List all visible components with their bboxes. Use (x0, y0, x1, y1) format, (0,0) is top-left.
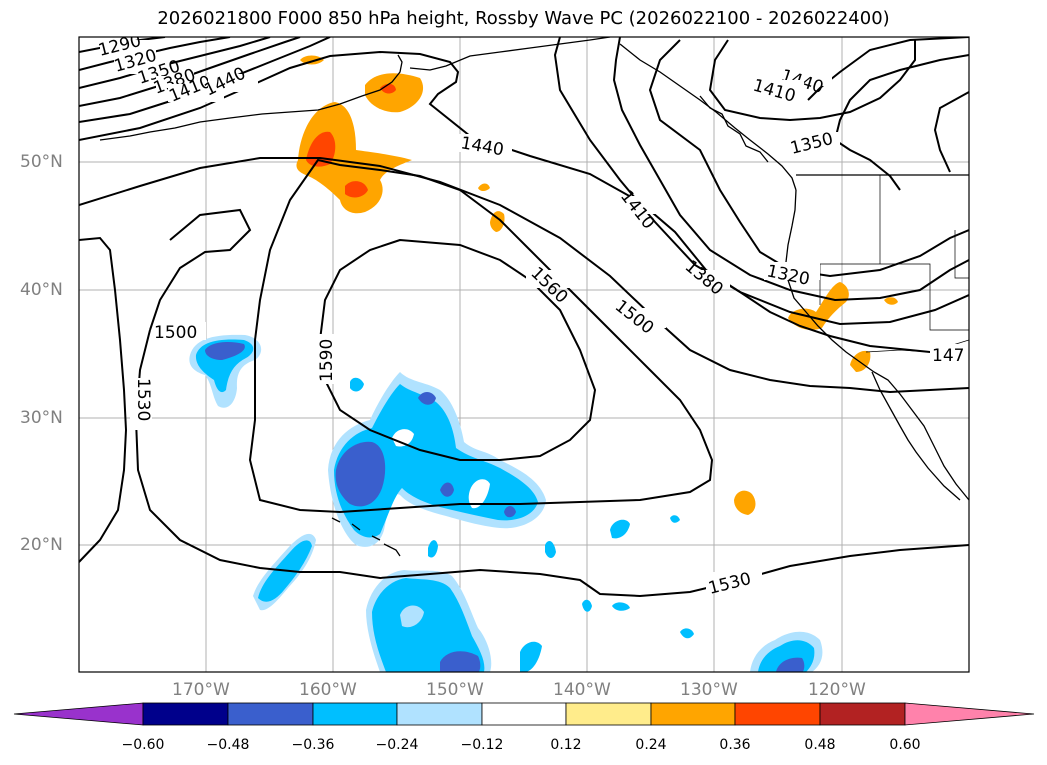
coast-baja (871, 371, 961, 501)
anomaly-neg-central-core4 (504, 506, 516, 518)
anomaly-pos-california (788, 282, 849, 330)
anomaly-pos-alaska (365, 73, 424, 113)
contour-label: 1530 (133, 378, 153, 421)
coast-alaska-south (409, 37, 611, 71)
lon-label: 120°W (808, 680, 866, 700)
contour-label-layer: 1290 1320 1350 1380 1410 1440 1440 1410 … (96, 37, 969, 599)
anomaly-neg-small-2 (612, 602, 630, 611)
anomaly-neg-central-hole2 (392, 429, 414, 447)
colorbar-segment (396, 702, 483, 726)
anomaly-neg-small-3 (582, 599, 592, 612)
anomaly-neg-small-7 (670, 515, 680, 523)
lon-label: 160°W (299, 680, 357, 700)
map-title: 2026021800 F000 850 hPa height, Rossby W… (157, 8, 890, 29)
colorbar-tick-label: −0.48 (206, 737, 250, 753)
colorbar-segment (142, 702, 229, 726)
contour-label: 1500 (154, 323, 197, 343)
anomaly-neg-central-hole (468, 479, 490, 509)
coastlines (99, 37, 969, 557)
anomaly-neg-central-mid (334, 384, 538, 538)
anomaly-neg-small-5 (545, 540, 556, 558)
contour-label: 1590 (317, 339, 337, 382)
contour-label: 1500 (611, 296, 657, 338)
map-frame (78, 36, 970, 673)
anomaly-neg-small-8 (520, 641, 542, 672)
lon-label: 140°W (553, 680, 611, 700)
anomaly-neg-se-core (776, 657, 805, 672)
colorbar-extend-max (904, 702, 1035, 726)
lon-label: 170°W (172, 680, 230, 700)
contour-1410-main (612, 37, 969, 302)
colorbar-tick-label: 0.48 (804, 737, 836, 753)
anomaly-neg-small-9 (428, 540, 438, 558)
lat-label: 40°N (20, 280, 63, 300)
anomaly-neg-central-core (335, 441, 386, 507)
lat-label: 30°N (20, 408, 63, 428)
anomaly-pos-small-2 (478, 183, 490, 191)
contour-1440-east (807, 37, 969, 101)
anomaly-pos-mid-pacific (734, 490, 756, 515)
coast-aleutians (99, 54, 403, 141)
lon-label: 130°W (680, 680, 738, 700)
colorbar-extend-min (13, 702, 144, 726)
contour-label: 147 (932, 346, 964, 366)
colorbar-segment (565, 702, 652, 726)
colorbar-segment (819, 702, 906, 726)
lon-label: 150°W (426, 680, 484, 700)
colorbar-tick-label: −0.60 (121, 737, 165, 753)
anomaly-pos-gulf-alaska (296, 102, 412, 214)
contour-1380-main (553, 37, 969, 326)
colorbar-tick-label: 0.12 (550, 737, 582, 753)
contour-1560 (248, 158, 714, 514)
coast-westcoast (785, 189, 969, 501)
colorbar-tick-label: −0.24 (375, 737, 419, 753)
anomaly-neg-south-hole (400, 605, 424, 628)
anomaly-neg-central-core2 (418, 392, 436, 405)
colorbar-segment (734, 702, 821, 726)
anomaly-pos-alaska-core (380, 83, 396, 94)
colorbar-segment (481, 702, 567, 726)
anomaly-neg-small-1 (610, 519, 630, 539)
colorbar-tick-label: 0.36 (719, 737, 751, 753)
anomaly-pos-gulf-alaska-core2 (345, 181, 368, 198)
lat-label: 50°N (20, 152, 63, 172)
colorbar (13, 702, 1035, 726)
hawaii-islands (331, 517, 401, 557)
contour-1500-high (79, 236, 128, 563)
grid-lines (79, 37, 969, 672)
anomaly-neg-central-core3 (440, 482, 454, 497)
state-lines (790, 175, 969, 331)
colorbar-tick-label: −0.36 (291, 737, 335, 753)
coast-bc-islands (699, 95, 769, 163)
contour-1410-east (833, 54, 969, 191)
colorbar-tick-label: 0.24 (635, 737, 667, 753)
colorbar-tick-label: 0.60 (889, 737, 921, 753)
anomaly-neg-south-core (440, 651, 481, 672)
colorbar-segment (650, 702, 736, 726)
anomaly-neg-south-mid (372, 578, 485, 672)
anomaly-neg-small-6 (350, 377, 364, 392)
lat-label: 20°N (20, 535, 63, 555)
contour-1500-low (149, 208, 252, 331)
anomaly-neg-small-4 (680, 628, 694, 639)
contour-1350-main (648, 39, 969, 278)
contour-1350 (79, 37, 271, 89)
anomaly-neg-west-core (205, 342, 245, 360)
anomaly-pos-california-3 (884, 297, 898, 305)
colorbar-segment (312, 702, 398, 726)
colorbar-tick-label: −0.12 (460, 737, 504, 753)
contour-1590 (318, 238, 597, 461)
contour-cutoff (933, 91, 969, 173)
contour-inner-ridge (79, 157, 969, 394)
contour-1380 (79, 37, 301, 107)
contour-1320-main (708, 39, 916, 122)
colorbar-segment (227, 702, 314, 726)
